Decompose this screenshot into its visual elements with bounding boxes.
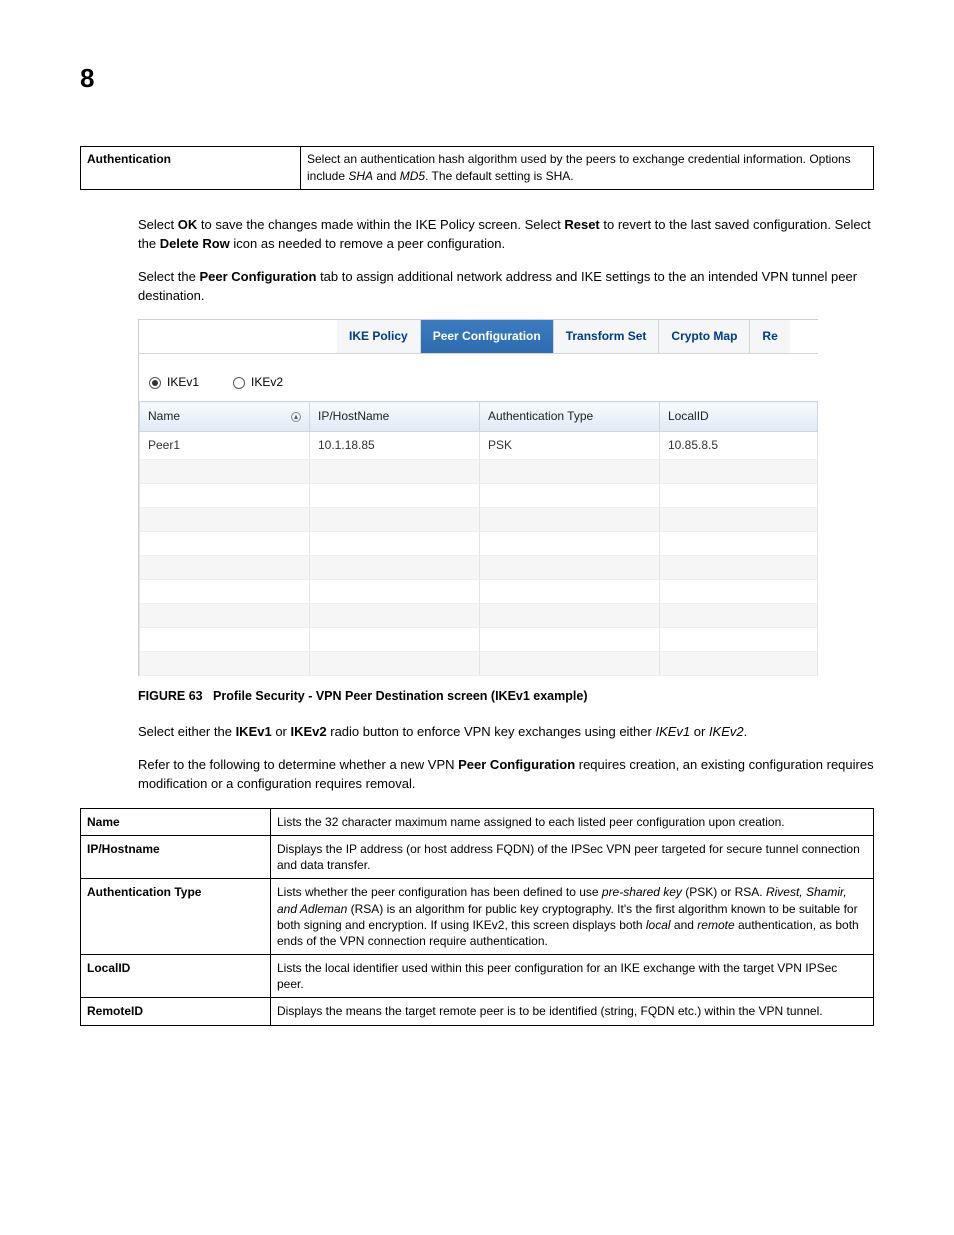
auth-i1: pre-shared key: [602, 885, 682, 899]
table-row: [140, 579, 818, 603]
auth-desc-2: . The default setting is SHA.: [425, 169, 574, 183]
p2-1: Select the: [138, 269, 199, 284]
ikev2-bold: IKEv2: [291, 724, 327, 739]
def-row-remoteid: RemoteID Displays the means the target r…: [81, 998, 874, 1025]
tab-peer-configuration[interactable]: Peer Configuration: [421, 320, 554, 353]
reset-bold: Reset: [564, 217, 599, 232]
figure-label: FIGURE 63: [138, 689, 203, 703]
table-row: [140, 483, 818, 507]
ike-version-radios: IKEv1 IKEv2: [139, 354, 818, 401]
auth-i3: local: [646, 918, 671, 932]
table-row: [140, 627, 818, 651]
tab-remote-truncated[interactable]: Re: [750, 320, 789, 353]
term-auth: Authentication Type: [81, 879, 271, 955]
radio-ikev1[interactable]: IKEv1: [149, 374, 199, 391]
cell-name: Peer1: [140, 431, 310, 459]
sort-asc-icon[interactable]: ▴: [291, 412, 301, 422]
auth-sha: SHA: [348, 169, 373, 183]
term-name: Name: [81, 808, 271, 835]
ikev1-italic: IKEv1: [655, 724, 690, 739]
tab-ike-policy[interactable]: IKE Policy: [337, 320, 421, 353]
tabs-row: IKE Policy Peer Configuration Transform …: [139, 320, 818, 354]
paragraph-ikev-radio: Select either the IKEv1 or IKEv2 radio b…: [138, 723, 874, 742]
col-name[interactable]: Name ▴: [140, 402, 310, 432]
term-ip: IP/Hostname: [81, 835, 271, 878]
radio-icon: [233, 377, 245, 389]
auth-hash-table: Authentication Select an authentication …: [80, 146, 874, 190]
desc-remoteid: Displays the means the target remote pee…: [271, 998, 874, 1025]
auth-and: and: [373, 169, 400, 183]
p4-1: Refer to the following to determine whet…: [138, 757, 458, 772]
table-row: [140, 507, 818, 531]
cell-localid: 10.85.8.5: [660, 431, 818, 459]
ok-bold: OK: [178, 217, 198, 232]
p1-4: icon as needed to remove a peer configur…: [230, 236, 505, 251]
peer-conf-bold: Peer Configuration: [199, 269, 316, 284]
paragraph-refer: Refer to the following to determine whet…: [138, 756, 874, 794]
p3-1: Select either the: [138, 724, 236, 739]
col-name-label: Name: [148, 409, 180, 423]
desc-localid: Lists the local identifier used within t…: [271, 955, 874, 998]
p1-2: to save the changes made within the IKE …: [197, 217, 564, 232]
grid-header-row: Name ▴ IP/HostName Authentication Type L…: [140, 402, 818, 432]
term-remoteid: RemoteID: [81, 998, 271, 1025]
auth-d2: (PSK) or RSA.: [682, 885, 766, 899]
radio-ikev2-label: IKEv2: [251, 374, 283, 391]
desc-auth: Lists whether the peer configuration has…: [271, 879, 874, 955]
tabs-spacer: [139, 320, 337, 353]
ikev2-italic: IKEv2: [709, 724, 744, 739]
p3-4: or: [690, 724, 709, 739]
screenshot-panel: IKE Policy Peer Configuration Transform …: [138, 319, 818, 675]
col-localid[interactable]: LocalID: [660, 402, 818, 432]
tab-transform-set[interactable]: Transform Set: [554, 320, 660, 353]
p3-3: radio button to enforce VPN key exchange…: [327, 724, 656, 739]
desc-name: Lists the 32 character maximum name assi…: [271, 808, 874, 835]
def-row-ip: IP/Hostname Displays the IP address (or …: [81, 835, 874, 878]
table-row: [140, 555, 818, 579]
peer-conf-bold-2: Peer Configuration: [458, 757, 575, 772]
desc-ip: Displays the IP address (or host address…: [271, 835, 874, 878]
radio-ikev1-label: IKEv1: [167, 374, 199, 391]
definitions-table: Name Lists the 32 character maximum name…: [80, 808, 874, 1026]
term-localid: LocalID: [81, 955, 271, 998]
def-row-localid: LocalID Lists the local identifier used …: [81, 955, 874, 998]
cell-auth: PSK: [480, 431, 660, 459]
peer-grid: Name ▴ IP/HostName Authentication Type L…: [139, 401, 818, 676]
p3-5: .: [744, 724, 748, 739]
auth-label-cell: Authentication: [81, 147, 301, 190]
col-auth[interactable]: Authentication Type: [480, 402, 660, 432]
auth-i4: remote: [697, 918, 734, 932]
p3-2: or: [272, 724, 291, 739]
page-number: 8: [80, 60, 874, 96]
tab-crypto-map[interactable]: Crypto Map: [659, 320, 750, 353]
figure-caption-text: Profile Security - VPN Peer Destination …: [213, 689, 587, 703]
figure-caption: FIGURE 63 Profile Security - VPN Peer De…: [138, 688, 874, 706]
auth-d4: and: [671, 918, 698, 932]
radio-ikev2[interactable]: IKEv2: [233, 374, 283, 391]
auth-desc-cell: Select an authentication hash algorithm …: [301, 147, 874, 190]
paragraph-ok-reset: Select OK to save the changes made withi…: [138, 216, 874, 254]
delete-row-bold: Delete Row: [160, 236, 230, 251]
table-row[interactable]: Peer1 10.1.18.85 PSK 10.85.8.5: [140, 431, 818, 459]
auth-md5: MD5: [400, 169, 425, 183]
def-row-name: Name Lists the 32 character maximum name…: [81, 808, 874, 835]
table-row: [140, 459, 818, 483]
cell-ip: 10.1.18.85: [310, 431, 480, 459]
table-row: [140, 651, 818, 675]
def-row-auth: Authentication Type Lists whether the pe…: [81, 879, 874, 955]
auth-d1: Lists whether the peer configuration has…: [277, 885, 602, 899]
table-row: [140, 603, 818, 627]
ikev1-bold: IKEv1: [236, 724, 272, 739]
col-ip[interactable]: IP/HostName: [310, 402, 480, 432]
p1-1: Select: [138, 217, 178, 232]
radio-icon: [149, 377, 161, 389]
table-row: [140, 531, 818, 555]
paragraph-peer-conf: Select the Peer Configuration tab to ass…: [138, 268, 874, 306]
